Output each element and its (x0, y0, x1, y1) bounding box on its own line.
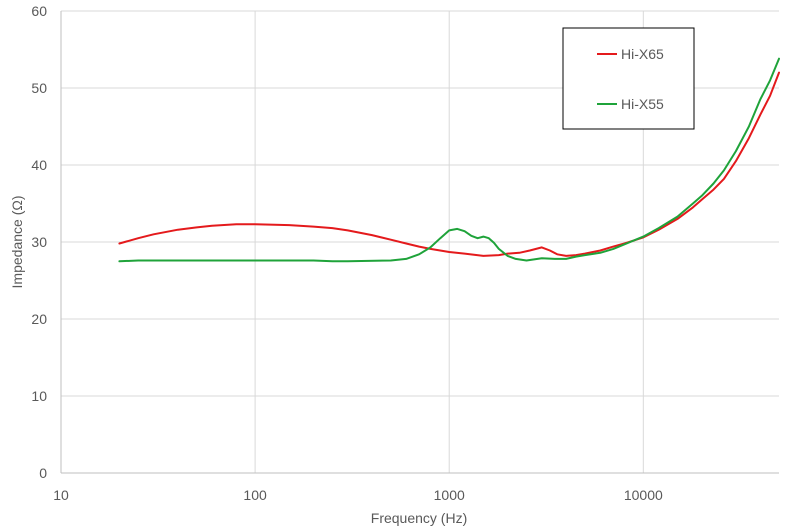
grid-lines (61, 10, 779, 473)
axes (60, 11, 779, 474)
x-tick-label: 10000 (624, 487, 663, 503)
series-line-hi-x55 (118, 57, 780, 263)
x-tick-label: 1000 (434, 487, 465, 503)
y-tick-label: 40 (31, 157, 47, 173)
y-axis-title: Impedance (Ω) (9, 196, 25, 289)
y-tick-label: 0 (39, 465, 47, 481)
y-tick-label: 20 (31, 311, 47, 327)
legend-label-hi-x55: Hi-X55 (621, 96, 664, 112)
legend-box (562, 27, 695, 130)
y-tick-label: 30 (31, 234, 47, 250)
y-tick-label: 50 (31, 80, 47, 96)
y-tick-label: 60 (31, 3, 47, 19)
legend: Hi-X65 Hi-X55 (562, 27, 695, 130)
series-line-hi-x65 (118, 71, 780, 257)
legend-label-hi-x65: Hi-X65 (621, 46, 664, 62)
y-tick-label: 10 (31, 388, 47, 404)
tick-labels: 0 10 20 30 40 50 60 10 100 1000 10000 (31, 3, 663, 503)
x-axis-title: Frequency (Hz) (371, 510, 467, 526)
series-lines (118, 57, 780, 263)
x-tick-label: 100 (243, 487, 267, 503)
x-tick-label: 10 (53, 487, 69, 503)
